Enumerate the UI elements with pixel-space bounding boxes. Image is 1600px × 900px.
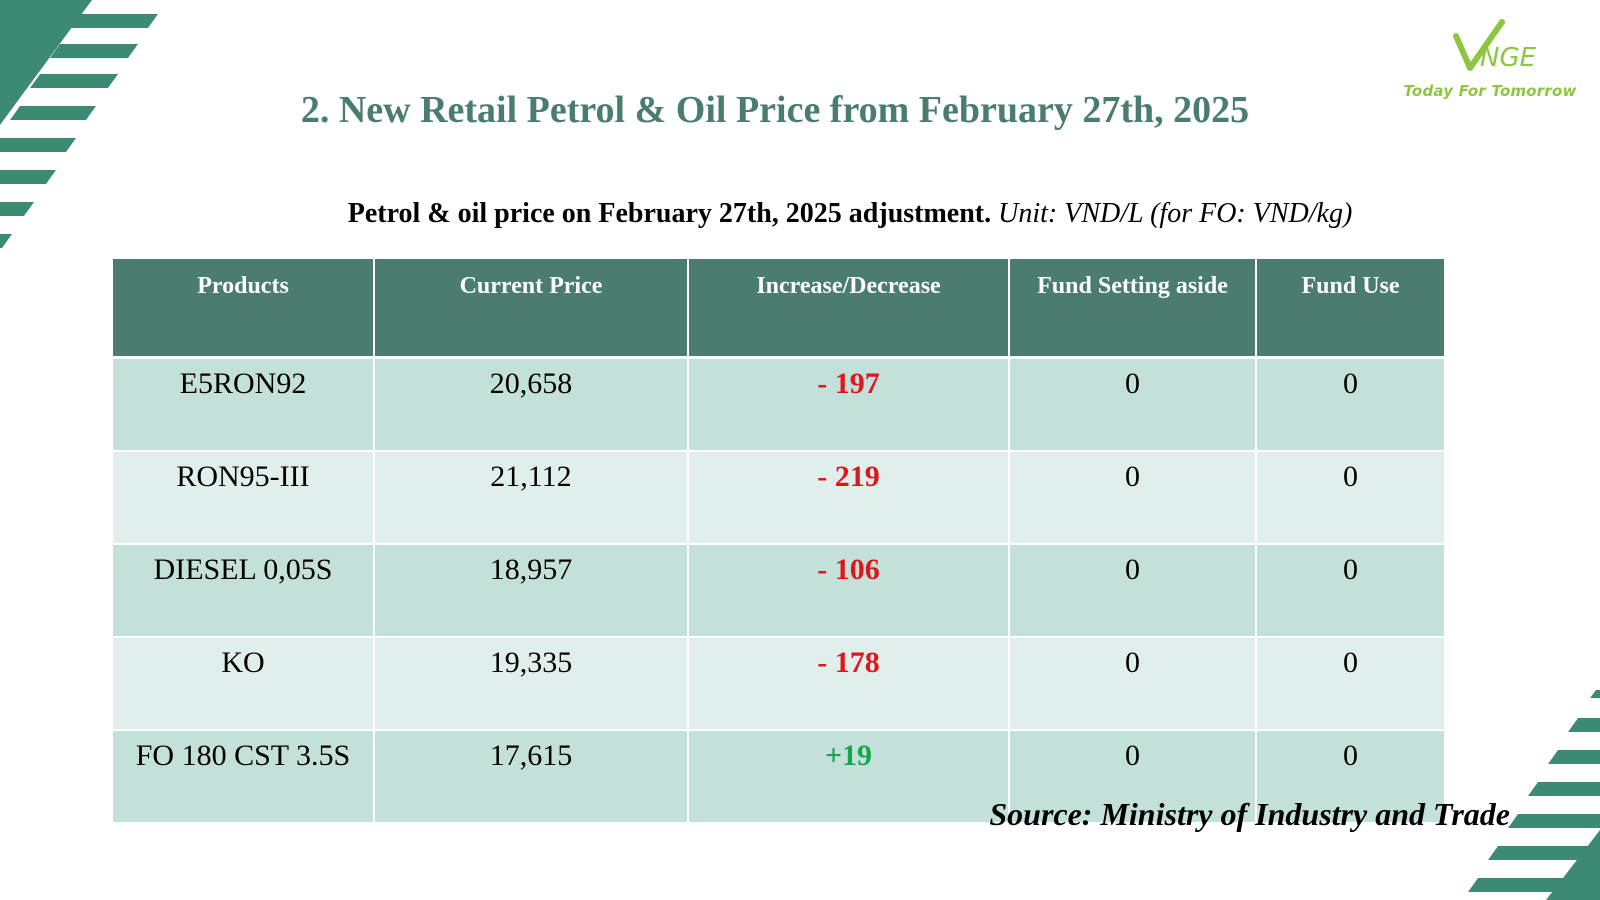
corner-stripes-bottom-right (1468, 690, 1600, 900)
cell-change: - 219 (688, 451, 1010, 545)
cell-product: FO 180 CST 3.5S (113, 730, 375, 824)
table-header-row: Products Current Price Increase/Decrease… (113, 259, 1444, 359)
header-increase-decrease: Increase/Decrease (688, 259, 1010, 359)
cell-fund-use: 0 (1256, 637, 1444, 731)
logo-tagline: Today For Tomorrow (1403, 82, 1577, 100)
cell-product: DIESEL 0,05S (113, 544, 375, 638)
cell-fund-set: 0 (1009, 357, 1257, 452)
header-products: Products (113, 259, 375, 359)
cell-fund-set: 0 (1009, 451, 1257, 545)
cell-product: KO (113, 637, 375, 731)
table-row: KO 19,335 - 178 0 0 (113, 637, 1444, 731)
cell-fund-set: 0 (1009, 544, 1257, 638)
cell-fund-use: 0 (1256, 451, 1444, 545)
cell-price: 21,112 (374, 451, 689, 545)
cell-change: - 178 (688, 637, 1010, 731)
cell-change: - 106 (688, 544, 1010, 638)
caption-unit: Unit: VND/L (for FO: VND/kg) (998, 198, 1353, 229)
cell-fund-set: 0 (1009, 637, 1257, 731)
cell-product: E5RON92 (113, 357, 375, 452)
vnge-logo: NGE Today For Tomorrow (1400, 18, 1580, 108)
price-table: Products Current Price Increase/Decrease… (113, 259, 1444, 824)
cell-change: +19 (688, 730, 1010, 824)
table-row: RON95-III 21,112 - 219 0 0 (113, 451, 1444, 545)
table-caption: Petrol & oil price on February 27th, 202… (200, 198, 1500, 230)
cell-fund-set: 0 (1009, 730, 1257, 824)
source-note: Source: Ministry of Industry and Trade (989, 796, 1510, 832)
header-fund-setting-aside: Fund Setting aside (1009, 259, 1257, 359)
corner-stripes-top-left (0, 0, 158, 248)
vnge-logo-mark: NGE (1453, 19, 1537, 73)
cell-price: 18,957 (374, 544, 689, 638)
cell-change: - 197 (688, 357, 1010, 452)
caption-main: Petrol & oil price on February 27th, 202… (347, 198, 992, 229)
table-row: E5RON92 20,658 - 197 0 0 (113, 357, 1444, 452)
cell-product: RON95-III (113, 451, 375, 545)
cell-fund-use: 0 (1256, 357, 1444, 452)
cell-fund-use: 0 (1256, 544, 1444, 638)
table-row: FO 180 CST 3.5S 17,615 +19 0 0 (113, 730, 1444, 824)
header-fund-use: Fund Use (1256, 259, 1444, 359)
cell-fund-use: 0 (1256, 730, 1444, 824)
header-current-price: Current Price (374, 259, 689, 359)
page-title: 2. New Retail Petrol & Oil Price from Fe… (300, 89, 1250, 131)
cell-price: 17,615 (374, 730, 689, 824)
svg-text:NGE: NGE (1480, 43, 1537, 73)
table-row: DIESEL 0,05S 18,957 - 106 0 0 (113, 544, 1444, 638)
cell-price: 19,335 (374, 637, 689, 731)
cell-price: 20,658 (374, 357, 689, 452)
